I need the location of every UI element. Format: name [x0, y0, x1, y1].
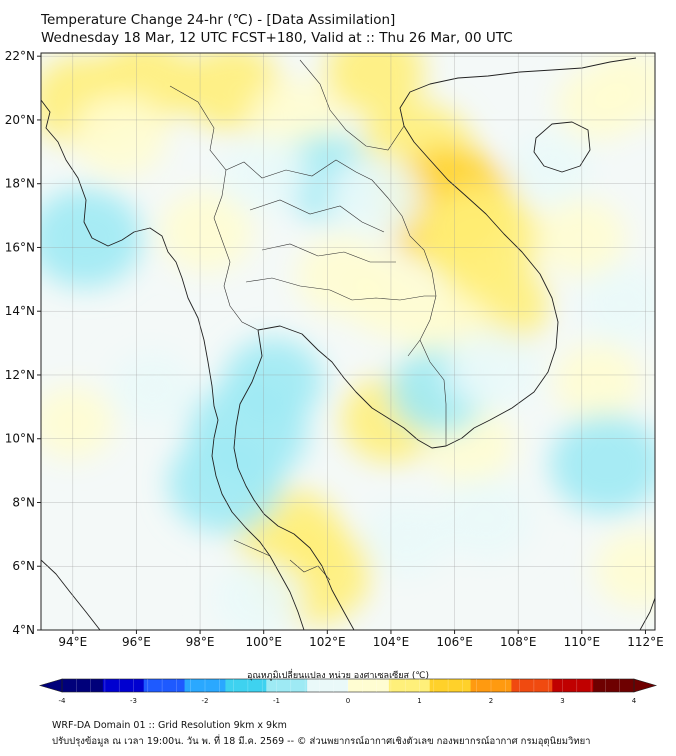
lon-tick-label: 106°E	[436, 635, 473, 649]
field-anomaly-5	[325, 53, 425, 116]
field-anomaly-33	[439, 477, 534, 560]
map-grid	[41, 53, 655, 630]
lon-tick-label: 108°E	[500, 635, 537, 649]
field-anomaly-37	[110, 351, 195, 425]
field-anomaly-29	[223, 338, 323, 425]
lon-tick-label: 98°E	[186, 635, 215, 649]
lat-tick-label: 10°N	[5, 432, 35, 446]
colorbar-segment	[348, 679, 390, 692]
footer-credit: ปรับปรุงข้อมูล ณ เวลา 19:00น. วัน พ. ที่…	[52, 736, 591, 747]
field-anomaly-36	[212, 559, 302, 630]
lon-tick-label: 96°E	[122, 635, 151, 649]
colorbar-segment	[307, 679, 349, 692]
lat-tick-label: 4°N	[12, 623, 35, 637]
coastline-lines	[41, 57, 655, 630]
field-anomaly-12	[159, 190, 254, 273]
field-anomaly-34	[362, 498, 452, 577]
field-anomaly-18	[553, 342, 643, 421]
colorbar-tick-label: 3	[560, 697, 564, 705]
colorbar-tick-label: 1	[417, 697, 421, 705]
colorbar-tick-label: 0	[346, 697, 350, 705]
field-anomaly-39	[555, 67, 640, 141]
border-lines	[169, 59, 447, 581]
field-anomaly-19	[594, 530, 655, 609]
colorbar-segment	[102, 679, 145, 692]
colorbar-tick-label: -2	[202, 697, 209, 705]
field-anomaly-22	[41, 386, 115, 460]
lon-tick-label: 102°E	[309, 635, 346, 649]
colorbar-segment	[511, 679, 553, 692]
lat-tick-label: 22°N	[5, 49, 35, 63]
temperature-field	[41, 53, 655, 630]
map-frame	[40, 52, 656, 631]
colorbar-segment	[225, 679, 267, 692]
colorbar-tick-label: -3	[130, 697, 137, 705]
colorbar-segment	[184, 679, 226, 692]
lat-tick-label: 12°N	[5, 368, 35, 382]
lon-tick-label: 110°E	[564, 635, 601, 649]
colorbar-label: อุณหภูมิเปลี่ยนแปลง หน่วย องศาเซลเซียส (…	[246, 671, 430, 681]
lat-tick-label: 18°N	[5, 177, 35, 191]
map-title: Temperature Change 24-hr (℃) - [Data Ass…	[41, 12, 396, 28]
lat-tick-label: 14°N	[5, 304, 35, 318]
colorbar-segment	[62, 679, 104, 692]
colorbar-segment	[388, 679, 431, 692]
colorbar-segment	[429, 679, 472, 692]
lat-tick-label: 6°N	[12, 559, 35, 573]
colorbar-segment	[143, 679, 186, 692]
colorbar-tick-label: 4	[632, 697, 637, 705]
map-subtitle: Wednesday 18 Mar, 12 UTC FCST+180, Valid…	[41, 30, 513, 46]
colorbar-tick-label: -1	[273, 697, 280, 705]
footer-model-info: WRF-DA Domain 01 :: Grid Resolution 9km …	[52, 720, 287, 731]
field-anomaly-28	[168, 433, 283, 534]
lat-tick-label: 8°N	[12, 495, 35, 509]
field-anomaly-31	[445, 327, 540, 410]
colorbar-tick-label: -4	[59, 697, 67, 705]
lon-tick-label: 112°E	[627, 635, 664, 649]
lon-tick-label: 104°E	[373, 635, 410, 649]
lat-tick-label: 16°N	[5, 240, 35, 254]
lon-tick-label: 100°E	[245, 635, 282, 649]
colorbar-tick-label: 2	[489, 697, 493, 705]
colorbar-segment	[470, 679, 512, 692]
colorbar-segment	[593, 679, 635, 692]
field-anomaly-32	[550, 414, 655, 515]
field-anomaly-2	[73, 94, 168, 177]
field-anomaly-25	[327, 155, 423, 238]
lat-tick-label: 20°N	[5, 113, 35, 127]
colorbar: -4 -3 -2 -1 0 1 2 3 4	[38, 678, 658, 705]
field-anomaly-35	[578, 266, 655, 344]
lon-tick-label: 94°E	[58, 635, 87, 649]
